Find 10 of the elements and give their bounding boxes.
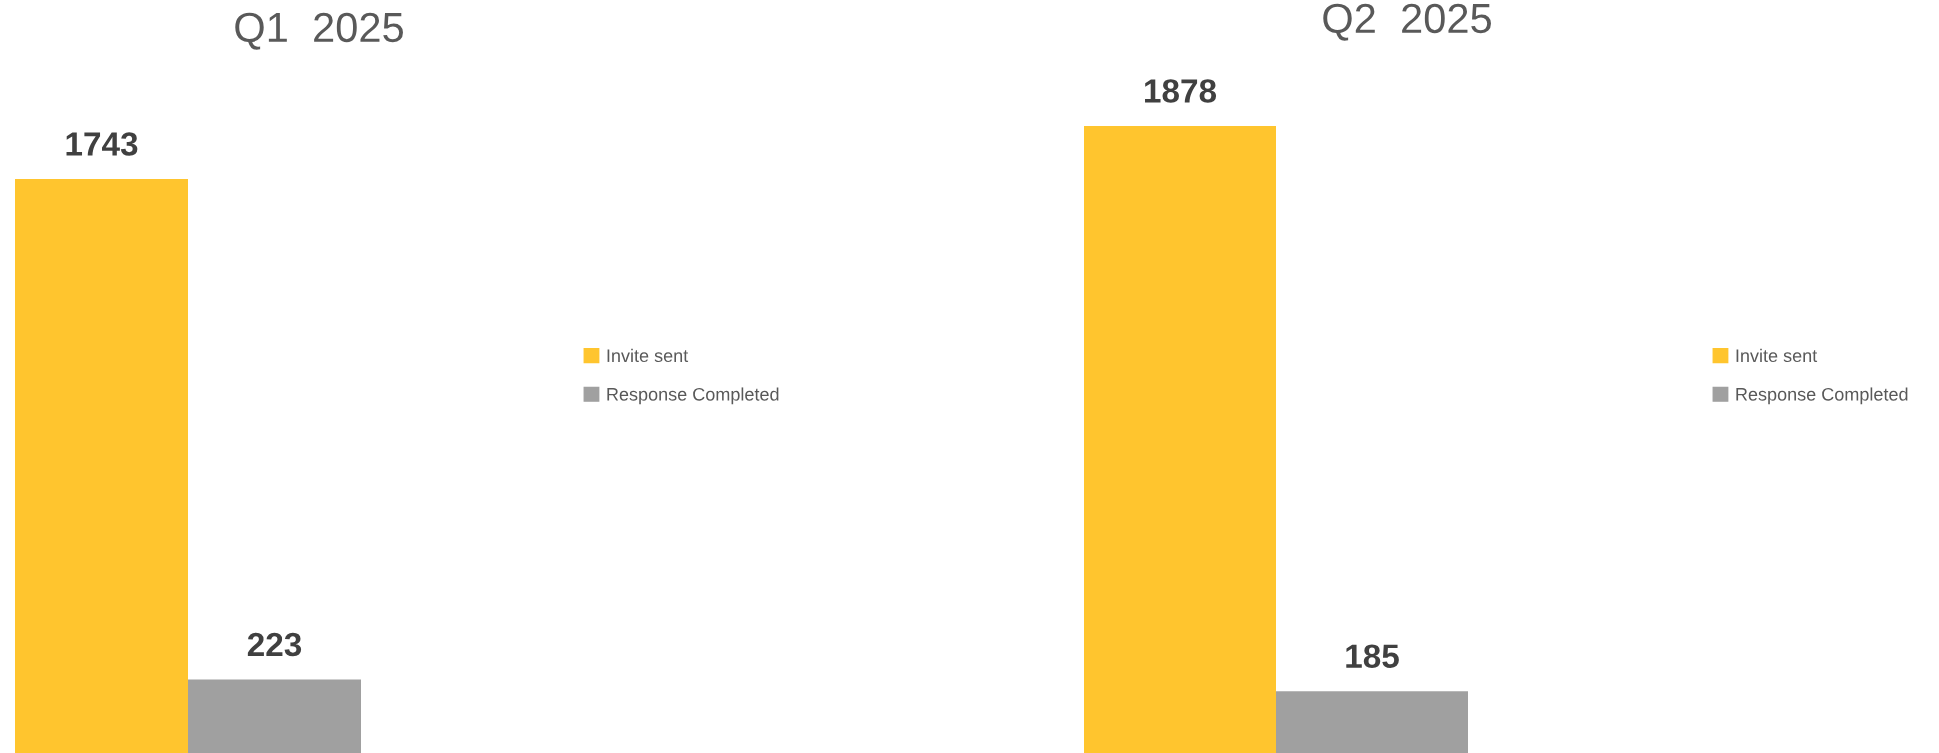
chart-title: Q1 2025 [235, 12, 403, 50]
data-label: 185 [1346, 644, 1399, 668]
legend-label: Response Completed [607, 387, 779, 405]
legend-label: Response Completed [1736, 387, 1908, 405]
legend-label: Invite sent [1736, 348, 1818, 363]
data-label: 1878 [1145, 79, 1217, 103]
data-label: 1743 [66, 132, 138, 156]
legend-label: Invite sent [607, 348, 689, 363]
chart-title: Q2 2025 [1323, 3, 1491, 41]
data-label: 223 [247, 632, 302, 657]
